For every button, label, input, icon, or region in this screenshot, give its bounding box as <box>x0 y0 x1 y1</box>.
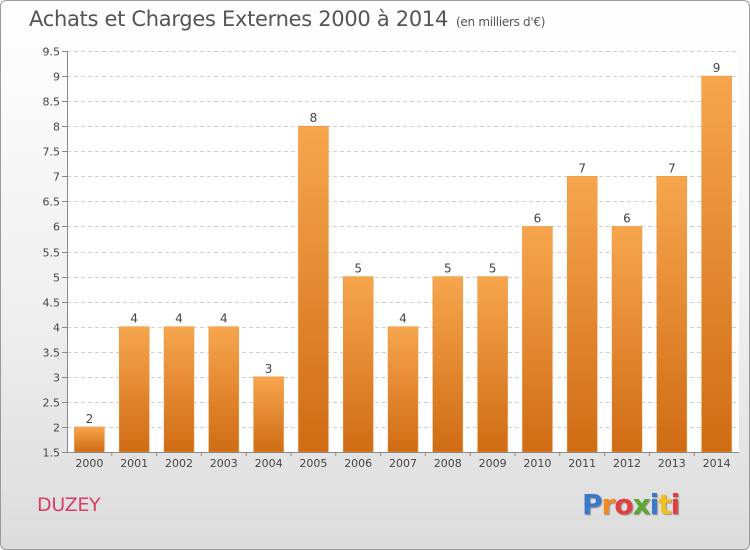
x-tick-label: 2014 <box>703 457 731 470</box>
logo-letter: o <box>614 488 633 521</box>
bar-2005 <box>298 125 329 453</box>
x-tick-label: 2006 <box>344 457 372 470</box>
bars: 2 4 4 4 3 8 5 4 5 5 6 7 6 7 9 <box>74 61 732 453</box>
y-tick-label: 5.5 <box>43 247 61 260</box>
x-tick-label: 2008 <box>434 457 462 470</box>
bar-2000 <box>74 426 105 453</box>
y-axis: 1.5 2 2.5 3 3.5 4 4.5 5 5.5 6 6.5 7 7.5 8 8.5 9 9.5 <box>43 46 68 460</box>
data-label: 8 <box>310 111 318 125</box>
logo-letter: i <box>670 488 681 521</box>
bar-2001 <box>118 326 150 453</box>
bar-2006 <box>342 276 374 453</box>
y-tick-label: 1.5 <box>43 447 61 460</box>
bar-2003 <box>208 326 240 453</box>
bar-2002 <box>163 326 195 453</box>
x-tick-label: 2001 <box>120 457 148 470</box>
y-tick-label: 7.5 <box>43 146 61 159</box>
location-name: DUZEY <box>37 494 101 516</box>
data-label: 3 <box>265 362 273 376</box>
bar-2008 <box>432 276 464 453</box>
x-tick-label: 2009 <box>479 457 507 470</box>
logo-letter: r <box>601 488 616 521</box>
y-tick-label: 6 <box>53 221 60 234</box>
bar-2009 <box>477 276 508 453</box>
y-tick-label: 2 <box>53 422 60 435</box>
chart-subtitle: (en milliers d'€) <box>456 15 546 29</box>
data-label: 4 <box>130 312 138 326</box>
x-tick-label: 2005 <box>299 457 327 470</box>
y-tick-label: 7 <box>53 171 60 184</box>
data-label: 9 <box>713 61 721 75</box>
x-tick-label: 2012 <box>613 457 641 470</box>
y-tick-label: 9.5 <box>43 46 61 59</box>
bar-2014 <box>701 75 732 453</box>
x-tick-label: 2004 <box>255 457 283 470</box>
y-tick-label: 6.5 <box>43 196 61 209</box>
bar-2012 <box>611 226 643 453</box>
y-tick-label: 3 <box>53 372 60 385</box>
logo-letter: x <box>632 488 651 521</box>
data-label: 5 <box>444 262 452 276</box>
data-label: 4 <box>220 312 228 326</box>
x-tick-label: 2007 <box>389 457 417 470</box>
logo-letter: P <box>582 488 603 521</box>
x-axis: 2000 2001 2002 2003 2004 2005 2006 2007 2008 2009… <box>67 452 739 470</box>
data-label: 6 <box>534 211 542 225</box>
y-tick-label: 5 <box>53 272 60 285</box>
x-tick-label: 2000 <box>75 457 103 470</box>
title-text: Achats et Charges Externes 2000 à 2014 <box>29 7 449 31</box>
y-tick-label: 2.5 <box>43 397 61 410</box>
logo-letter: t <box>658 488 671 521</box>
y-tick-label: 8 <box>53 121 60 134</box>
bar-2004 <box>253 376 284 453</box>
y-tick-label: 4 <box>53 322 60 335</box>
data-label: 7 <box>578 161 586 175</box>
data-label: 5 <box>489 262 497 276</box>
brand-logo: Proxiti <box>582 488 681 521</box>
y-tick-label: 4.5 <box>43 297 61 310</box>
bar-2010 <box>522 226 553 453</box>
y-tick-label: 3.5 <box>43 347 61 360</box>
data-label: 5 <box>354 262 362 276</box>
x-tick-label: 2010 <box>523 457 551 470</box>
x-tick-label: 2003 <box>210 457 238 470</box>
data-label: 2 <box>86 412 94 426</box>
data-label: 4 <box>175 312 183 326</box>
logo-letter: i <box>649 488 660 521</box>
x-tick-label: 2013 <box>658 457 686 470</box>
x-tick-label: 2011 <box>568 457 596 470</box>
bar-2011 <box>566 176 598 453</box>
bar-2013 <box>656 176 688 453</box>
bar-2007 <box>387 326 419 453</box>
data-label: 6 <box>623 211 631 225</box>
y-tick-label: 8.5 <box>43 96 61 109</box>
x-tick-label: 2002 <box>165 457 193 470</box>
y-tick-label: 9 <box>53 71 60 84</box>
data-label: 7 <box>668 161 676 175</box>
chart-title: Achats et Charges Externes 2000 à 2014 (e… <box>29 7 545 31</box>
data-label: 4 <box>399 312 407 326</box>
